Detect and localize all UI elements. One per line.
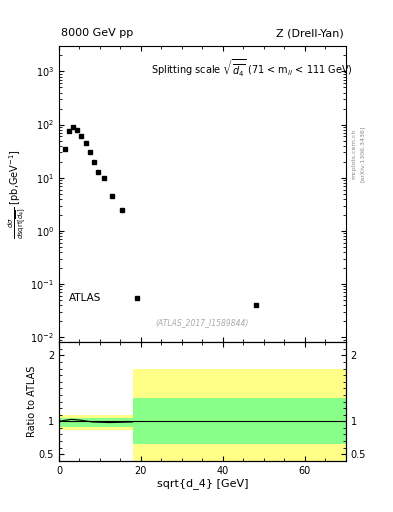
Y-axis label: $\frac{d\sigma}{d\mathrm{sqrt}[\overline{d_4}]}$ [pb,GeV$^{-1}$]: $\frac{d\sigma}{d\mathrm{sqrt}[\overline…	[7, 149, 29, 239]
Text: Z (Drell-Yan): Z (Drell-Yan)	[276, 28, 344, 38]
Text: mcplots.cern.ch: mcplots.cern.ch	[352, 129, 357, 179]
Text: 8000 GeV pp: 8000 GeV pp	[61, 28, 133, 38]
Text: Splitting scale $\sqrt{\overline{d_4}}$ (71 < m$_{\mathit{ll}}$ < 111 GeV): Splitting scale $\sqrt{\overline{d_4}}$ …	[151, 58, 353, 79]
X-axis label: sqrt{d_4} [GeV]: sqrt{d_4} [GeV]	[157, 478, 248, 489]
Text: (ATLAS_2017_I1589844): (ATLAS_2017_I1589844)	[156, 318, 249, 328]
Text: [arXiv:1306.3436]: [arXiv:1306.3436]	[360, 125, 365, 182]
Text: ATLAS: ATLAS	[69, 293, 101, 303]
Y-axis label: Ratio to ATLAS: Ratio to ATLAS	[28, 366, 37, 437]
